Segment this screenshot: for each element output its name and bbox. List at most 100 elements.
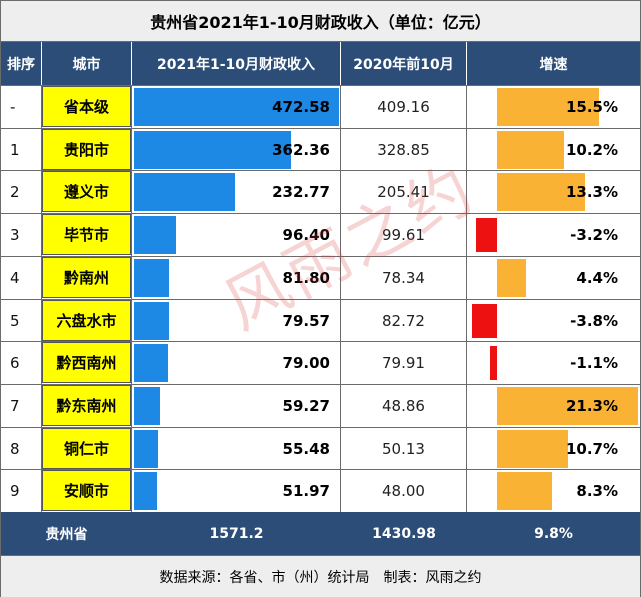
growth-value: 8.3%: [576, 482, 618, 501]
city-name: 六盘水市: [42, 299, 131, 341]
rank-cell: 5: [1, 299, 42, 342]
total-row: 贵州省 1571.2 1430.98 9.8%: [1, 512, 640, 555]
income-bar: [134, 472, 157, 511]
income-2021-value: 79.00: [282, 354, 330, 373]
table-row: - 省本级 472.58 409.16 15.5%: [1, 85, 640, 128]
income-2021-value: 96.40: [282, 226, 330, 245]
growth-value: 10.2%: [565, 140, 618, 159]
total-income-2020: 1430.98: [372, 525, 436, 542]
income-2021-cell: 362.36: [132, 128, 341, 171]
table-row: 5 六盘水市 79.57 82.72 -3.8%: [1, 298, 640, 342]
income-2020-value: 328.85: [341, 128, 467, 171]
growth-value: -1.1%: [570, 354, 618, 373]
city-name: 铜仁市: [42, 427, 131, 469]
income-2021-cell: 79.00: [132, 342, 341, 385]
city-name: 黔东南州: [42, 384, 131, 426]
table-title: 贵州省2021年1-10月财政收入（单位：亿元）: [1, 1, 640, 42]
header-city: 城市: [42, 42, 132, 85]
income-2021-cell: 81.80: [132, 256, 341, 299]
income-bar: [134, 429, 159, 468]
income-2021-cell: 55.48: [132, 427, 341, 470]
city-name: 毕节市: [42, 214, 131, 256]
income-2021-value: 51.97: [282, 482, 330, 501]
total-label: 贵州省: [45, 526, 88, 543]
income-bar: [134, 258, 170, 297]
income-bar: [134, 173, 235, 212]
table-row: 6 黔西南州 79.00 79.91 -1.1%: [1, 341, 640, 385]
city-cell: 铜仁市: [42, 427, 132, 470]
growth-bar-positive: [497, 429, 568, 468]
income-bar: [134, 88, 339, 126]
growth-cell: 10.7%: [467, 428, 640, 470]
growth-bar-positive: [497, 130, 565, 169]
income-bar: [134, 216, 176, 255]
income-2021-cell: 96.40: [132, 214, 341, 257]
city-cell: 黔南州: [42, 256, 132, 299]
header-income-2021: 2021年1-10月财政收入: [132, 42, 341, 85]
growth-bar-negative: [475, 218, 497, 253]
city-name: 遵义市: [42, 171, 131, 213]
rank-cell: 6: [1, 342, 42, 385]
income-2021-value: 81.80: [282, 268, 330, 287]
income-2021-cell: 59.27: [132, 384, 341, 427]
rank-cell: 9: [1, 470, 42, 513]
growth-cell: -3.8%: [467, 300, 640, 342]
income-bar: [134, 344, 169, 383]
growth-bar-positive: [497, 472, 552, 511]
city-name: 黔西南州: [42, 342, 131, 384]
city-cell: 贵阳市: [42, 128, 132, 171]
income-2021-cell: 51.97: [132, 470, 341, 513]
income-2021-value: 472.58: [272, 98, 330, 116]
income-bar: [134, 386, 160, 425]
income-2020-value: 50.13: [341, 427, 467, 470]
city-cell: 省本级: [42, 86, 132, 128]
rank-cell: 3: [1, 214, 42, 257]
city-cell: 黔西南州: [42, 342, 132, 385]
rank-cell: 2: [1, 171, 42, 214]
income-2020-value: 78.34: [341, 256, 467, 299]
table-row: 2 遵义市 232.77 205.41 13.3%: [1, 170, 640, 214]
footer-source: 数据来源：各省、市（州）统计局 制表：风雨之约: [1, 555, 640, 597]
header-row: 排序 城市 2021年1-10月财政收入 2020年前10月 增速: [1, 42, 640, 85]
city-cell: 遵义市: [42, 171, 132, 214]
growth-cell: 13.3%: [467, 171, 640, 213]
header-income-2020: 2020年前10月: [341, 42, 467, 85]
rank-cell: 8: [1, 427, 42, 470]
growth-bar-negative: [489, 346, 497, 381]
total-growth: 9.8%: [534, 525, 573, 542]
rank-cell: 4: [1, 256, 42, 299]
income-2021-cell: 232.77: [132, 171, 341, 214]
city-name: 省本级: [42, 86, 131, 127]
city-cell: 黔东南州: [42, 384, 132, 427]
city-name: 安顺市: [42, 470, 131, 512]
income-2021-value: 232.77: [272, 183, 330, 202]
growth-value: 13.3%: [565, 183, 618, 202]
city-cell: 安顺市: [42, 470, 132, 513]
growth-value: 10.7%: [565, 439, 618, 458]
city-name: 贵阳市: [42, 128, 131, 170]
table-row: 9 安顺市 51.97 48.00 8.3%: [1, 469, 640, 513]
table-row: 8 铜仁市 55.48 50.13 10.7%: [1, 426, 640, 470]
income-2020-value: 48.00: [341, 470, 467, 513]
income-2021-value: 59.27: [282, 396, 330, 415]
income-2020-value: 82.72: [341, 299, 467, 342]
rank-cell: -: [1, 86, 42, 128]
growth-value: -3.2%: [570, 226, 618, 245]
income-2021-value: 55.48: [282, 439, 330, 458]
total-income-2021: 1571.2: [209, 525, 264, 542]
growth-cell: -1.1%: [467, 342, 640, 384]
income-bar: [134, 301, 169, 340]
growth-cell: 8.3%: [467, 470, 640, 512]
table-row: 1 贵阳市 362.36 328.85 10.2%: [1, 127, 640, 171]
income-2021-cell: 79.57: [132, 299, 341, 342]
table-row: 4 黔南州 81.80 78.34 4.4%: [1, 255, 640, 299]
table-row: 3 毕节市 96.40 99.61 -3.2%: [1, 213, 640, 257]
income-2020-value: 409.16: [341, 86, 467, 128]
growth-cell: 15.5%: [467, 86, 640, 128]
rank-cell: 1: [1, 128, 42, 171]
income-2021-value: 79.57: [282, 311, 330, 330]
rank-cell: 7: [1, 384, 42, 427]
growth-value: 21.3%: [565, 396, 618, 415]
growth-bar-positive: [497, 173, 585, 212]
